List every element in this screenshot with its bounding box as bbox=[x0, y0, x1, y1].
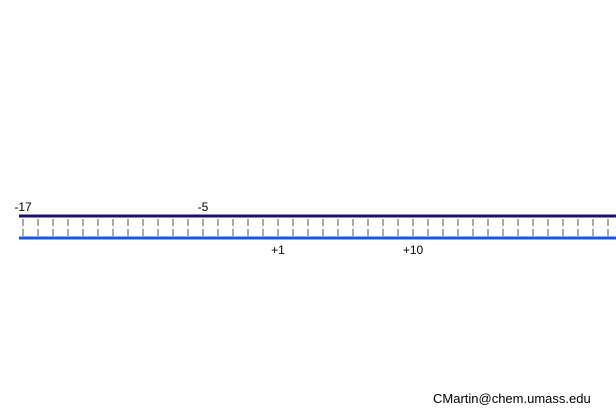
author-credit: CMartin@chem.umass.edu bbox=[433, 391, 591, 406]
bottom-position-label: +1 bbox=[271, 243, 285, 257]
base-pair-ticks bbox=[22, 219, 609, 236]
bottom-position-label: +10 bbox=[403, 243, 424, 257]
top-position-label: -5 bbox=[198, 200, 209, 214]
top-position-label: -17 bbox=[14, 200, 32, 214]
